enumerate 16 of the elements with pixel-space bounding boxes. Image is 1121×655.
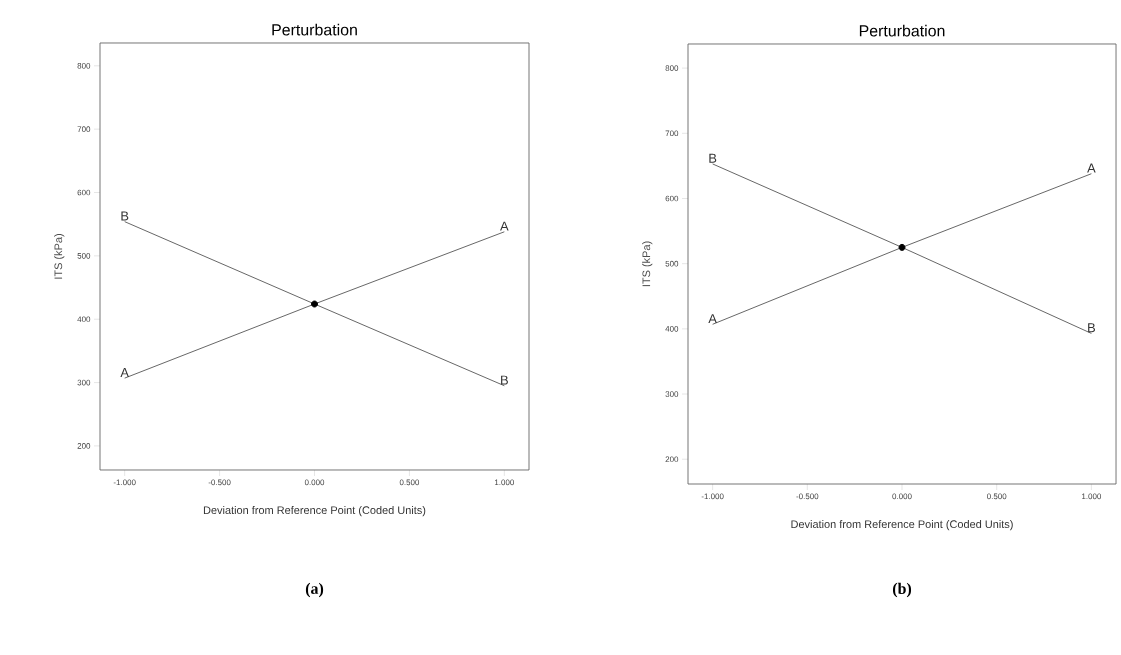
x-axis-title: Deviation from Reference Point (Coded Units) [791,520,1013,531]
text: A [1087,163,1096,173]
chart-title: Perturbation [272,23,357,36]
text: B [121,211,129,221]
text: A [500,221,509,231]
text: (b) [892,582,912,598]
text: B [709,153,717,163]
series-label: A [120,368,129,377]
text: (a) [305,582,324,598]
series-label: A [708,314,717,324]
chart-title: Perturbation [859,24,945,37]
y-axis-title: ITS (kPa) [54,234,65,279]
x-axis-title: Deviation from Reference Point (Coded Units) [203,506,426,517]
y-axis-title: ITS (kPa) [642,241,653,287]
series-label: B [1088,323,1096,333]
series-label: B [501,375,508,385]
